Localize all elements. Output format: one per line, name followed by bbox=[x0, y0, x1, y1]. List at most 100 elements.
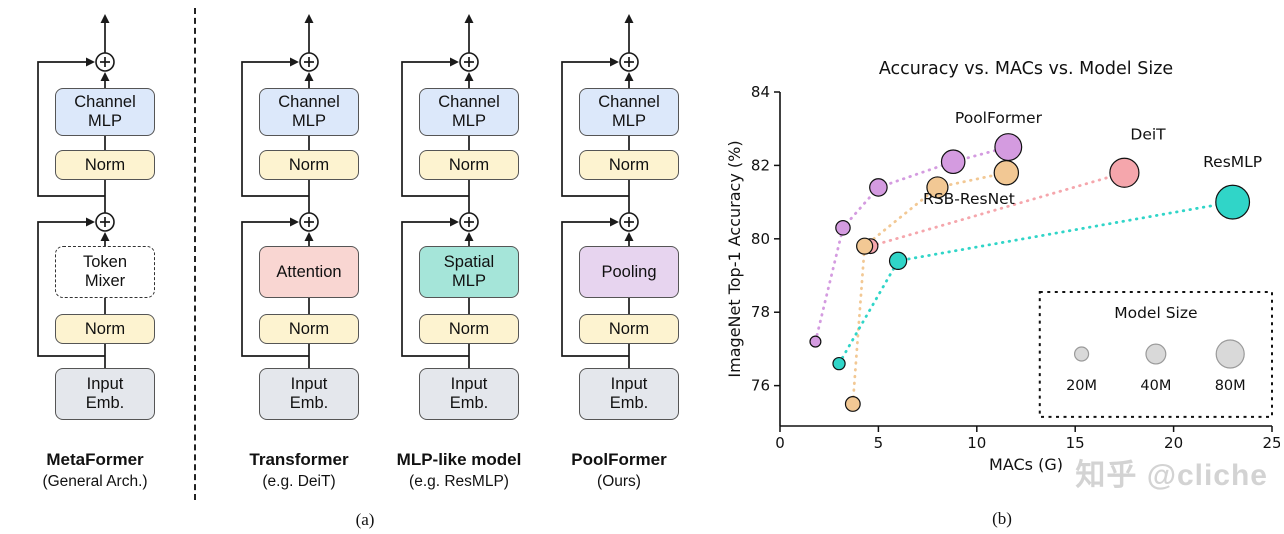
data-point bbox=[832, 356, 846, 371]
norm-box: Norm bbox=[55, 150, 155, 180]
diagram-subtitle: (Ours) bbox=[597, 473, 641, 490]
x-tick-label: 5 bbox=[874, 434, 884, 452]
diagram-caption: Transformer (e.g. DeiT) bbox=[224, 450, 374, 491]
arrowhead-icon bbox=[304, 14, 314, 23]
diagram-canvas: Channel MLP Norm Token Mixer Norm Input … bbox=[20, 8, 170, 440]
box-label: MLP bbox=[452, 112, 486, 130]
box-label: Input bbox=[290, 375, 328, 394]
arrowhead-icon bbox=[100, 232, 110, 241]
residual-connection bbox=[561, 61, 629, 197]
diagram-subtitle: (General Arch.) bbox=[42, 473, 148, 490]
arrowhead-icon bbox=[610, 57, 619, 67]
box-label: Norm bbox=[608, 319, 650, 338]
arrowhead-icon bbox=[304, 232, 314, 241]
diagram-title: Transformer bbox=[249, 450, 349, 469]
data-point bbox=[1215, 184, 1251, 220]
architecture-diagrams-panel: Channel MLP Norm Token Mixer Norm Input … bbox=[20, 8, 724, 529]
series-line bbox=[869, 171, 1126, 248]
legend-bubble bbox=[1145, 343, 1167, 365]
y-tick-label: 76 bbox=[751, 377, 770, 395]
data-point bbox=[835, 220, 851, 236]
x-tick-label: 25 bbox=[1262, 434, 1280, 452]
arrowhead-icon bbox=[610, 217, 619, 227]
legend-bubble bbox=[1215, 339, 1245, 369]
arrowhead-icon bbox=[464, 14, 474, 23]
data-point bbox=[993, 160, 1020, 186]
data-point bbox=[809, 335, 822, 348]
series-label: DeiT bbox=[1130, 126, 1166, 144]
box-label: Input bbox=[86, 375, 124, 394]
pooling-box: Pooling bbox=[579, 246, 679, 298]
diagram-canvas: Channel MLP Norm Spatial MLP Norm Input … bbox=[384, 8, 534, 440]
norm-box: Norm bbox=[259, 150, 359, 180]
series-line bbox=[837, 200, 1235, 366]
box-label: Input bbox=[610, 375, 648, 394]
y-tick-label: 78 bbox=[751, 303, 770, 321]
series-label: ResMLP bbox=[1203, 153, 1262, 171]
mlp-like-diagram: Channel MLP Norm Spatial MLP Norm Input … bbox=[384, 8, 534, 491]
box-label: MLP bbox=[612, 112, 646, 130]
channel-mlp-box: Channel MLP bbox=[259, 88, 359, 136]
box-label: Spatial bbox=[443, 253, 495, 272]
data-point bbox=[1109, 157, 1140, 188]
arrowhead-icon bbox=[450, 57, 459, 67]
box-label: Norm bbox=[288, 155, 330, 174]
diagram-subtitle: (e.g. ResMLP) bbox=[409, 473, 509, 490]
box-label: Emb. bbox=[289, 394, 329, 412]
residual-connection bbox=[561, 221, 629, 357]
norm-box: Norm bbox=[55, 314, 155, 344]
model-size-legend bbox=[1038, 291, 1273, 418]
x-axis-label: MACs (G) bbox=[989, 455, 1063, 474]
box-label: Norm bbox=[84, 155, 126, 174]
arrowhead-icon bbox=[624, 14, 634, 23]
norm-box: Norm bbox=[259, 314, 359, 344]
box-label: Channel bbox=[278, 93, 340, 112]
data-point bbox=[856, 237, 874, 255]
box-label: Channel bbox=[598, 93, 660, 112]
arrowhead-icon bbox=[100, 14, 110, 23]
norm-box: Norm bbox=[419, 150, 519, 180]
box-label: Emb. bbox=[609, 394, 649, 412]
scatter-chart: Accuracy vs. MACs vs. Model Size 0 5 10 15 20… bbox=[725, 59, 1282, 474]
y-axis-label: ImageNet Top-1 Accuracy (%) bbox=[725, 140, 744, 377]
box-label: Mixer bbox=[84, 272, 126, 290]
watermark: 知乎 @cliche bbox=[1075, 459, 1268, 492]
x-tick-label: 20 bbox=[1164, 434, 1183, 452]
legend-size-label: 80M bbox=[1215, 378, 1246, 394]
x-tick-label: 0 bbox=[775, 434, 785, 452]
arrowhead-icon bbox=[624, 232, 634, 241]
residual-connection bbox=[37, 61, 105, 197]
arrowhead-icon bbox=[100, 72, 110, 81]
box-label: Attention bbox=[276, 262, 342, 281]
arrowhead-icon bbox=[624, 72, 634, 81]
diagram-title: MetaFormer bbox=[46, 450, 144, 469]
dashed-divider bbox=[194, 8, 196, 500]
series-label: RSB-ResNet bbox=[923, 190, 1015, 208]
arrowhead-icon bbox=[86, 57, 95, 67]
arrowhead-icon bbox=[290, 217, 299, 227]
subfigure-b-caption: (b) bbox=[992, 509, 1012, 528]
diagram-title: PoolFormer bbox=[571, 450, 667, 469]
box-label: Norm bbox=[608, 155, 650, 174]
chart-title: Accuracy vs. MACs vs. Model Size bbox=[879, 59, 1173, 79]
poolformer-diagram: Channel MLP Norm Pooling Norm Input Emb. bbox=[544, 8, 694, 491]
diagram-canvas: Channel MLP Norm Pooling Norm Input Emb. bbox=[544, 8, 694, 440]
data-point bbox=[869, 178, 888, 197]
data-point bbox=[926, 176, 949, 199]
input-embedding-box: Input Emb. bbox=[259, 368, 359, 420]
box-label: MLP bbox=[452, 272, 486, 290]
norm-box: Norm bbox=[579, 314, 679, 344]
x-tick-label: 15 bbox=[1066, 434, 1085, 452]
arrowhead-icon bbox=[304, 72, 314, 81]
box-label: Norm bbox=[288, 319, 330, 338]
series-line bbox=[814, 145, 1010, 343]
legend-title: Model Size bbox=[1114, 304, 1197, 322]
y-tick-label: 80 bbox=[751, 230, 770, 248]
legend-bubble bbox=[1073, 346, 1090, 362]
box-label: Token bbox=[82, 253, 128, 272]
box-label: Norm bbox=[448, 319, 490, 338]
metaformer-diagram: Channel MLP Norm Token Mixer Norm Input … bbox=[20, 8, 170, 491]
box-label: Norm bbox=[448, 155, 490, 174]
diagram-columns-row: Channel MLP Norm Token Mixer Norm Input … bbox=[20, 8, 724, 500]
legend-size-label: 20M bbox=[1066, 378, 1097, 394]
